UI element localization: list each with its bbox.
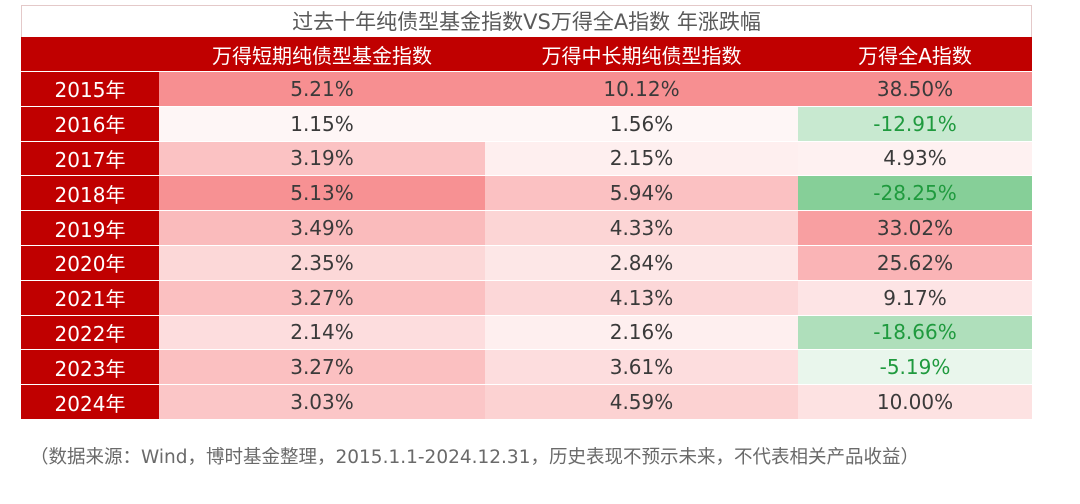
- cell-mid-long-term: 5.94%: [485, 175, 798, 212]
- header-cell-corner: [21, 37, 159, 72]
- row-year-label: 2021年: [21, 280, 159, 316]
- row-year-label: 2017年: [21, 141, 159, 177]
- table-panel: 过去十年纯债型基金指数VS万得全A指数 年涨跌幅 万得短期纯债型基金指数 万得中…: [21, 5, 1032, 420]
- cell-mid-long-term: 4.33%: [485, 210, 798, 246]
- cell-wind-all-a: 25.62%: [798, 245, 1032, 281]
- row-year-label: 2023年: [21, 349, 159, 386]
- cell-wind-all-a: 38.50%: [798, 71, 1032, 107]
- header-row: 万得短期纯债型基金指数 万得中长期纯债型指数 万得全A指数: [21, 37, 1032, 72]
- cell-mid-long-term: 2.15%: [485, 141, 798, 177]
- cell-mid-long-term: 4.13%: [485, 280, 798, 316]
- table-row: 2021年 3.27% 4.13% 9.17%: [21, 280, 1032, 316]
- row-year-label: 2024年: [21, 384, 159, 420]
- cell-short-term: 2.14%: [159, 315, 485, 351]
- cell-wind-all-a: -12.91%: [798, 106, 1032, 142]
- cell-short-term: 3.49%: [159, 210, 485, 246]
- header-cell-short-term: 万得短期纯债型基金指数: [159, 37, 485, 72]
- cell-mid-long-term: 3.61%: [485, 349, 798, 386]
- cell-mid-long-term: 1.56%: [485, 106, 798, 142]
- row-year-label: 2015年: [21, 71, 159, 107]
- table-row: 2017年 3.19% 2.15% 4.93%: [21, 141, 1032, 177]
- table-row: 2016年 1.15% 1.56% -12.91%: [21, 106, 1032, 142]
- cell-wind-all-a: -5.19%: [798, 349, 1032, 386]
- cell-short-term: 2.35%: [159, 245, 485, 281]
- row-year-label: 2016年: [21, 106, 159, 142]
- table-row: 2018年 5.13% 5.94% -28.25%: [21, 175, 1032, 212]
- cell-wind-all-a: 9.17%: [798, 280, 1032, 316]
- table-row: 2024年 3.03% 4.59% 10.00%: [21, 384, 1032, 420]
- cell-short-term: 1.15%: [159, 106, 485, 142]
- cell-mid-long-term: 4.59%: [485, 384, 798, 420]
- row-year-label: 2022年: [21, 315, 159, 351]
- row-year-label: 2019年: [21, 210, 159, 246]
- cell-short-term: 3.27%: [159, 280, 485, 316]
- table-row: 2019年 3.49% 4.33% 33.02%: [21, 210, 1032, 246]
- table-row: 2023年 3.27% 3.61% -5.19%: [21, 349, 1032, 386]
- row-year-label: 2018年: [21, 175, 159, 212]
- table-row: 2020年 2.35% 2.84% 25.62%: [21, 245, 1032, 281]
- cell-wind-all-a: 10.00%: [798, 384, 1032, 420]
- table-row: 2015年 5.21% 10.12% 38.50%: [21, 71, 1032, 107]
- cell-wind-all-a: 33.02%: [798, 210, 1032, 246]
- returns-table: 万得短期纯债型基金指数 万得中长期纯债型指数 万得全A指数 2015年 5.21%…: [21, 37, 1032, 420]
- row-year-label: 2020年: [21, 245, 159, 281]
- cell-mid-long-term: 2.84%: [485, 245, 798, 281]
- header-cell-wind-all-a: 万得全A指数: [798, 37, 1032, 72]
- cell-mid-long-term: 2.16%: [485, 315, 798, 351]
- cell-short-term: 3.03%: [159, 384, 485, 420]
- cell-short-term: 3.19%: [159, 141, 485, 177]
- cell-short-term: 5.13%: [159, 175, 485, 212]
- cell-short-term: 5.21%: [159, 71, 485, 107]
- header-cell-mid-long-term: 万得中长期纯债型指数: [485, 37, 798, 72]
- cell-mid-long-term: 10.12%: [485, 71, 798, 107]
- cell-short-term: 3.27%: [159, 349, 485, 386]
- cell-wind-all-a: 4.93%: [798, 141, 1032, 177]
- source-note: （数据来源：Wind，博时基金整理，2015.1.1-2024.12.31，历史…: [30, 447, 919, 468]
- table-title: 过去十年纯债型基金指数VS万得全A指数 年涨跌幅: [21, 5, 1032, 37]
- cell-wind-all-a: -28.25%: [798, 175, 1032, 212]
- cell-wind-all-a: -18.66%: [798, 315, 1032, 351]
- table-row: 2022年 2.14% 2.16% -18.66%: [21, 315, 1032, 351]
